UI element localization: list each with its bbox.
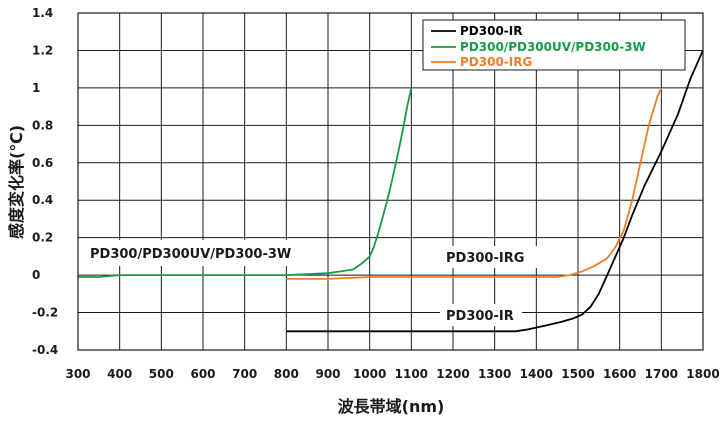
x-tick-label: 400 — [107, 367, 132, 381]
series-lines — [78, 50, 704, 333]
legend: PD300-IR PD300/PD300UV/PD300-3W PD300-IR… — [422, 19, 686, 71]
x-tick-label: 600 — [190, 367, 215, 381]
x-tick-label: 1100 — [395, 367, 428, 381]
y-axis-title: 感度変化率(℃) — [7, 125, 26, 239]
annotation-pd300-ir: PD300-IR — [446, 309, 514, 324]
x-tick-label: 1000 — [353, 367, 386, 381]
x-tick-labels: 300 400 500 600 700 800 900 1000 1100 1200 1300 140… — [65, 367, 719, 381]
x-axis-title: 波長帯域(nm) — [338, 397, 445, 416]
legend-label-pd300-3w: PD300/PD300UV/PD300-3W — [460, 40, 646, 54]
x-tick-label: 1800 — [686, 367, 719, 381]
x-tick-label: 300 — [65, 367, 90, 381]
series-line — [78, 87, 413, 278]
x-tick-label: 1600 — [603, 367, 636, 381]
y-tick-label: 0 — [32, 268, 40, 282]
legend-label-pd300-ir: PD300-IR — [460, 24, 523, 38]
annotation-pd300-3w: PD300/PD300UV/PD300-3W — [90, 247, 291, 262]
y-tick-label: -0.4 — [32, 343, 58, 357]
x-tick-label: 800 — [274, 367, 299, 381]
annotation-bg-green — [86, 240, 292, 266]
legend-box — [422, 19, 686, 71]
y-tick-label: 1.2 — [32, 43, 53, 57]
x-tick-label: 1300 — [478, 367, 511, 381]
y-tick-label: 0.4 — [32, 193, 53, 207]
annotation-bg-irg — [438, 246, 542, 268]
curve-annotations: PD300/PD300UV/PD300-3W PD300-IRG PD300-I… — [86, 240, 542, 326]
plot-frame — [77, 12, 704, 351]
y-tick-label: 1.4 — [32, 6, 53, 20]
series-line — [286, 50, 704, 333]
x-tick-label: 1700 — [645, 367, 678, 381]
y-tick-label: 0.8 — [32, 118, 53, 132]
annotation-bg-ir — [440, 304, 522, 326]
x-tick-label: 500 — [149, 367, 174, 381]
y-tick-label: -0.2 — [32, 306, 58, 320]
x-tick-label: 700 — [232, 367, 257, 381]
y-tick-labels: -0.4 -0.2 0 0.2 0.4 0.6 0.8 1 1.2 1.4 — [32, 6, 58, 357]
x-tick-label: 1500 — [561, 367, 594, 381]
y-tick-label: 0.6 — [32, 156, 53, 170]
legend-label-pd300-irg: PD300-IRG — [460, 55, 532, 69]
series-line — [286, 87, 663, 280]
y-tick-label: 1 — [32, 81, 40, 95]
x-tick-label: 1400 — [520, 367, 553, 381]
x-tick-label: 1200 — [436, 367, 469, 381]
y-tick-label: 0.2 — [32, 231, 53, 245]
x-tick-label: 900 — [315, 367, 340, 381]
annotation-pd300-irg: PD300-IRG — [446, 251, 524, 266]
